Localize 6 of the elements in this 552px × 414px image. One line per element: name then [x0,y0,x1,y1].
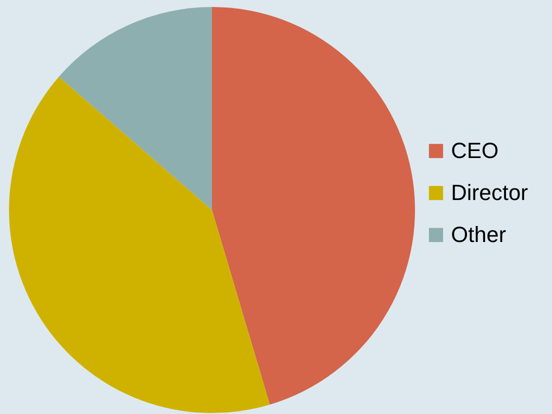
legend-label: Other [451,222,506,247]
pie-slice [9,76,270,413]
pie-slice [212,7,415,405]
pie-slice [58,7,212,210]
legend-label: Director [451,180,528,205]
legend-label: CEO [451,138,499,163]
